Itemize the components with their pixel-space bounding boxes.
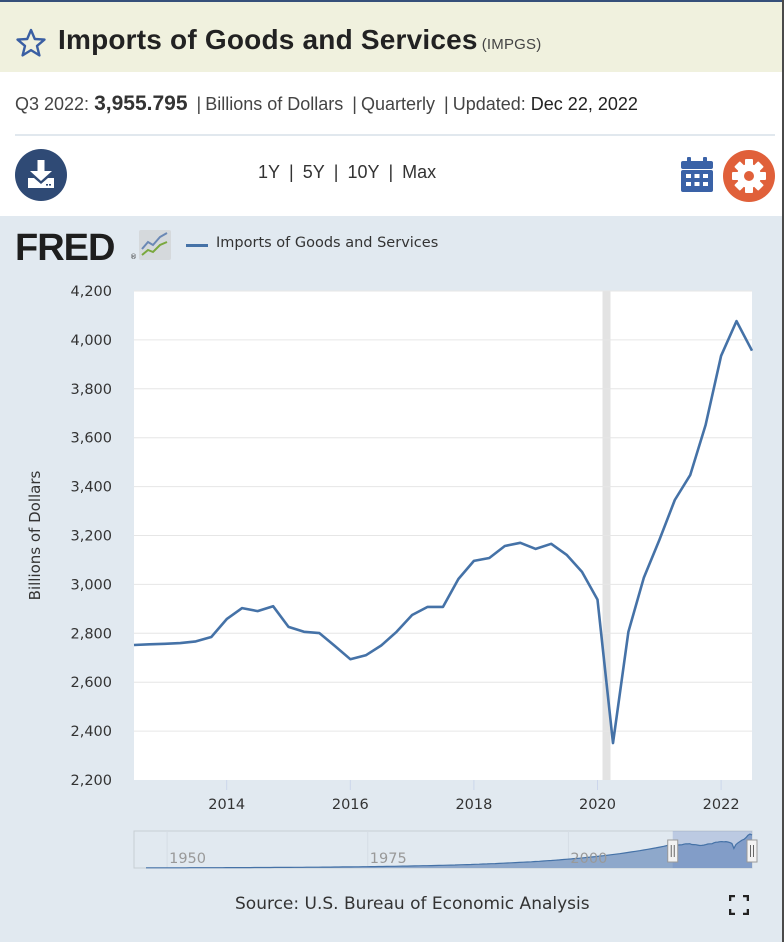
y-tick-label: 2,600: [70, 675, 112, 691]
registered-mark: ®: [130, 253, 137, 261]
navigator-tick-label: 1950: [169, 851, 206, 867]
top-border: [0, 0, 784, 2]
range-1y[interactable]: 1Y: [258, 162, 281, 182]
page-title: Imports of Goods and Services (IMPGS): [58, 24, 541, 56]
units: Billions of Dollars: [205, 94, 344, 114]
y-tick-label: 3,200: [70, 529, 112, 545]
navigator-area: [146, 834, 752, 868]
y-tick-label: 3,400: [70, 480, 112, 496]
download-icon: [28, 160, 54, 188]
right-border: [782, 0, 784, 942]
series-id: (IMPGS): [481, 36, 542, 53]
meta-separator: |: [444, 94, 449, 114]
range-navigator[interactable]: 1950 1975 2000: [133, 830, 758, 869]
navigator-handle-right[interactable]: [746, 839, 758, 863]
range-10y[interactable]: 10Y: [347, 162, 380, 182]
line-chart: 2,200 2,400 2,600 2,800 3,000 3,200 3,400 3,600…: [26, 284, 758, 869]
y-tick-label: 4,200: [70, 284, 112, 300]
fred-logo: FRED: [15, 227, 115, 269]
updated-date: Dec 22, 2022: [530, 94, 638, 114]
gear-icon: [732, 159, 766, 193]
navigator-tick-label: 2000: [570, 851, 607, 867]
x-tick-label: 2014: [208, 797, 245, 813]
series-header: Imports of Goods and Services (IMPGS): [0, 2, 782, 72]
frequency: Quarterly: [360, 94, 436, 114]
range-separator: |: [289, 162, 294, 182]
fullscreen-icon[interactable]: [729, 895, 749, 915]
series-title: Imports of Goods and Services: [58, 24, 478, 55]
download-button[interactable]: [15, 149, 67, 201]
y-tick-label: 2,200: [70, 773, 112, 789]
meta-separator: |: [352, 94, 357, 114]
star-outline-icon[interactable]: [15, 27, 47, 59]
y-tick-label: 2,400: [70, 724, 112, 740]
source-note: Source: U.S. Bureau of Economic Analysis: [235, 894, 590, 914]
observation-value: 3,955.795: [94, 92, 188, 115]
observation-period: Q3 2022:: [15, 94, 90, 114]
navigator-tick-label: 1975: [370, 851, 407, 867]
fred-chart-logo-icon: [139, 230, 171, 260]
y-axis-label: Billions of Dollars: [26, 470, 44, 600]
y-tick-label: 2,800: [70, 626, 112, 642]
settings-button[interactable]: [723, 150, 775, 202]
x-tick-label: 2022: [703, 797, 740, 813]
x-tick-label: 2020: [579, 797, 616, 813]
y-tick-label: 3,600: [70, 431, 112, 447]
series-meta: Q3 2022: 3,955.795 | Billions of Dollars …: [15, 92, 638, 116]
x-tick-label: 2016: [332, 797, 369, 813]
calendar-icon[interactable]: [680, 157, 714, 193]
y-tick-label: 4,000: [70, 333, 112, 349]
x-tick-label: 2018: [455, 797, 492, 813]
navigator-line: [146, 833, 753, 869]
updated-label: Updated:: [452, 94, 526, 114]
legend-swatch: [186, 244, 208, 247]
meta-separator: |: [196, 94, 202, 114]
date-range-selector: 1Y | 5Y | 10Y | Max: [258, 162, 436, 183]
y-tick-label: 3,000: [70, 577, 112, 593]
navigator-handle-left[interactable]: [667, 839, 679, 863]
divider: [15, 134, 775, 136]
range-5y[interactable]: 5Y: [302, 162, 325, 182]
range-max[interactable]: Max: [402, 162, 437, 182]
range-separator: |: [388, 162, 394, 182]
navigator-selection[interactable]: [672, 831, 752, 868]
range-separator: |: [333, 162, 339, 182]
legend-label: Imports of Goods and Services: [216, 235, 439, 251]
y-tick-label: 3,800: [70, 382, 112, 398]
